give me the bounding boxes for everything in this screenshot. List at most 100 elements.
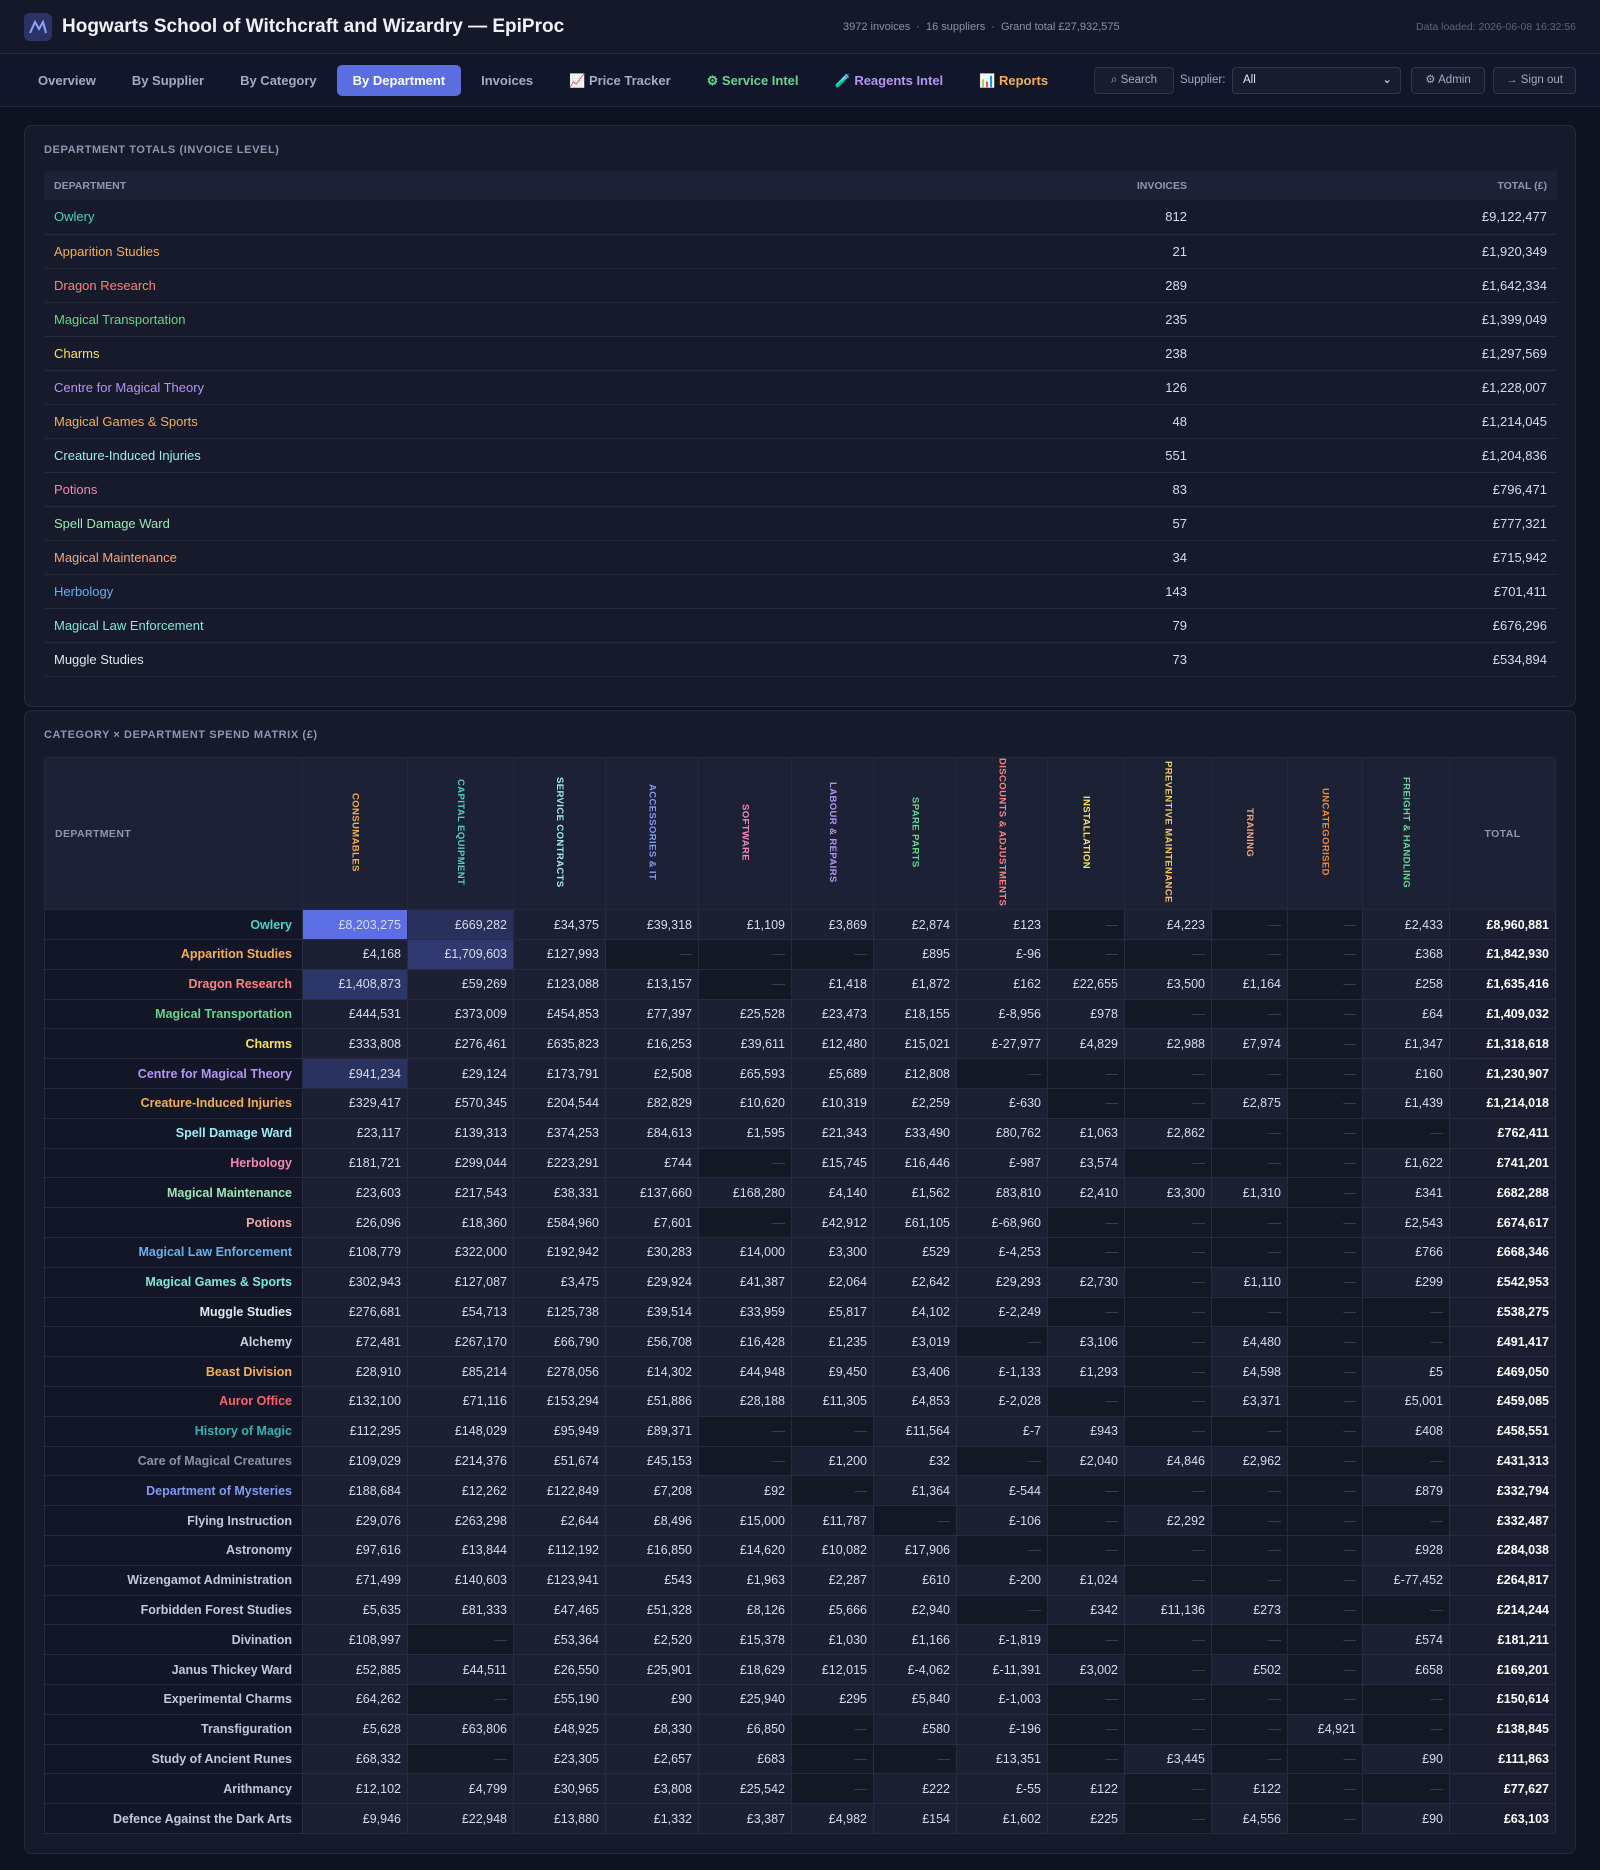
column-header: ACCESSORIES & IT xyxy=(605,756,699,911)
spend-cell: — xyxy=(407,1624,514,1656)
spend-cell: — xyxy=(1211,1534,1288,1566)
spend-cell: £5,001 xyxy=(1362,1385,1450,1417)
spend-cell: — xyxy=(1287,1356,1363,1387)
nav-tab[interactable]: Overview xyxy=(38,73,96,88)
spend-cell: £1,063 xyxy=(1047,1117,1125,1149)
spend-cell: £41,387 xyxy=(698,1266,792,1298)
spend-cell: £2,875 xyxy=(1211,1087,1288,1119)
category-label: SPARE PARTS xyxy=(909,796,921,868)
nav-tab[interactable]: By Supplier xyxy=(131,73,205,88)
department-name: Dragon Research xyxy=(44,268,997,303)
spend-cell: £59,269 xyxy=(407,968,514,1000)
spend-cell: £162 xyxy=(956,968,1048,1000)
matrix-row: Creature-Induced Injuries £329,417 £570,34… xyxy=(44,1087,1556,1119)
department-name: Magical Transportation xyxy=(44,998,303,1030)
spend-cell: £13,844 xyxy=(407,1534,514,1566)
spend-cell: £529 xyxy=(873,1236,957,1268)
spend-cell: — xyxy=(1047,1296,1125,1328)
spend-cell: £68,332 xyxy=(302,1743,408,1775)
table-cell: 34 xyxy=(997,540,1197,575)
nav-tab[interactable]: Invoices xyxy=(481,73,534,88)
spend-cell: £12,102 xyxy=(302,1773,408,1805)
spend-cell: £502 xyxy=(1211,1654,1288,1685)
spend-cell: £2,040 xyxy=(1047,1445,1125,1477)
spend-cell: £943 xyxy=(1047,1415,1125,1447)
spend-cell: £1,235 xyxy=(791,1326,874,1358)
spend-cell: £64 xyxy=(1362,998,1450,1030)
spend-cell: £90 xyxy=(1362,1743,1450,1775)
spend-cell: £18,155 xyxy=(873,998,957,1030)
row-total: £8,960,881 xyxy=(1449,909,1556,940)
spend-cell: £64,262 xyxy=(302,1683,408,1715)
spend-cell: £11,305 xyxy=(791,1385,874,1417)
spend-cell: £454,853 xyxy=(513,998,606,1030)
nav-tab[interactable]: By Category xyxy=(240,73,317,88)
department-name: History of Magic xyxy=(44,1415,303,1447)
spend-cell: £1,293 xyxy=(1047,1356,1125,1387)
row-total: £674,617 xyxy=(1449,1207,1556,1238)
nav-tab[interactable]: 🧪 Reagents Intel xyxy=(834,73,944,88)
search-button[interactable]: ⌕ Search xyxy=(1094,67,1174,94)
column-header: TOTAL (£) xyxy=(1197,171,1557,200)
spend-cell: — xyxy=(956,1534,1048,1566)
table-cell: 83 xyxy=(997,472,1197,507)
matrix-row: Auror Office £132,100 £71,116 £153,294 £51,8… xyxy=(44,1385,1556,1417)
table-row: Apparition Studies 21 £1,920,349 xyxy=(44,234,1557,269)
spend-cell: — xyxy=(605,939,699,970)
sign-out-button[interactable]: → Sign out xyxy=(1493,67,1576,94)
spend-cell: £2,064 xyxy=(791,1266,874,1298)
matrix-row: Beast Division £28,910 £85,214 £278,056 £14,… xyxy=(44,1356,1556,1387)
spend-cell: £-196 xyxy=(956,1713,1048,1745)
spend-cell: £978 xyxy=(1047,998,1125,1030)
admin-button[interactable]: ⚙ Admin xyxy=(1411,67,1485,94)
supplier-select[interactable]: All ⌄ xyxy=(1232,67,1401,94)
department-name: Arithmancy xyxy=(44,1773,303,1805)
row-total: £1,214,018 xyxy=(1449,1087,1556,1119)
spend-cell: £1,418 xyxy=(791,968,874,1000)
spend-cell: — xyxy=(1211,1296,1288,1328)
table-row: Magical Law Enforcement 79 £676,296 xyxy=(44,608,1557,643)
column-header: CAPITAL EQUIPMENT xyxy=(407,756,514,911)
spend-cell: £45,153 xyxy=(605,1445,699,1477)
spend-cell: — xyxy=(791,1743,874,1775)
matrix-row: Potions £26,096 £18,360 £584,960 £7,601— £42,… xyxy=(44,1207,1556,1238)
spend-cell: £1,622 xyxy=(1362,1147,1450,1179)
spend-cell: £322,000 xyxy=(407,1236,514,1268)
totals-table-wrap: DEPARTMENT INVOICES TOTAL (£) Owlery 812 £9,1… xyxy=(44,171,1557,691)
spend-cell: £5 xyxy=(1362,1356,1450,1387)
spend-cell: £1,602 xyxy=(956,1803,1048,1834)
spend-cell: £1,872 xyxy=(873,968,957,1000)
spend-cell: £342 xyxy=(1047,1594,1125,1626)
table-row: Magical Maintenance 34 £715,942 xyxy=(44,540,1557,575)
department-name: Creature-Induced Injuries xyxy=(44,438,997,473)
spend-cell: £-1,819 xyxy=(956,1624,1048,1656)
spend-cell: £2,862 xyxy=(1124,1117,1212,1149)
department-name: Magical Maintenance xyxy=(44,1177,303,1209)
spend-cell: £109,029 xyxy=(302,1445,408,1477)
tabs: Overview By Supplier By Category By Departm… xyxy=(22,65,1064,96)
spend-cell: £2,508 xyxy=(605,1058,699,1089)
table-row: Herbology 143 £701,411 xyxy=(44,574,1557,609)
nav-tab[interactable]: 📊 Reports xyxy=(979,73,1049,88)
stat: 3972 invoices xyxy=(843,21,911,33)
spend-cell: £30,965 xyxy=(513,1773,606,1805)
nav-tab[interactable]: 📈 Price Tracker xyxy=(569,73,671,88)
spend-cell: — xyxy=(698,939,792,970)
spend-cell: — xyxy=(1287,1445,1363,1477)
spend-cell: £333,808 xyxy=(302,1028,408,1060)
spend-cell: £941,234 xyxy=(302,1058,408,1089)
nav-tab[interactable]: ⚙ Service Intel xyxy=(706,73,799,88)
spend-cell: £12,480 xyxy=(791,1028,874,1060)
spend-cell: £1,963 xyxy=(698,1564,792,1596)
spend-cell: — xyxy=(791,1773,874,1805)
row-total: £1,635,416 xyxy=(1449,968,1556,1000)
spend-cell: £1,347 xyxy=(1362,1028,1450,1060)
spend-cell: £1,439 xyxy=(1362,1087,1450,1119)
spend-cell: — xyxy=(698,1147,792,1179)
nav-tab[interactable]: By Department xyxy=(336,65,462,96)
spend-cell: £3,445 xyxy=(1124,1743,1212,1775)
spend-cell: £15,000 xyxy=(698,1505,792,1536)
spend-cell: — xyxy=(1362,1117,1450,1149)
spend-cell: £9,450 xyxy=(791,1356,874,1387)
spend-cell: £223,291 xyxy=(513,1147,606,1179)
